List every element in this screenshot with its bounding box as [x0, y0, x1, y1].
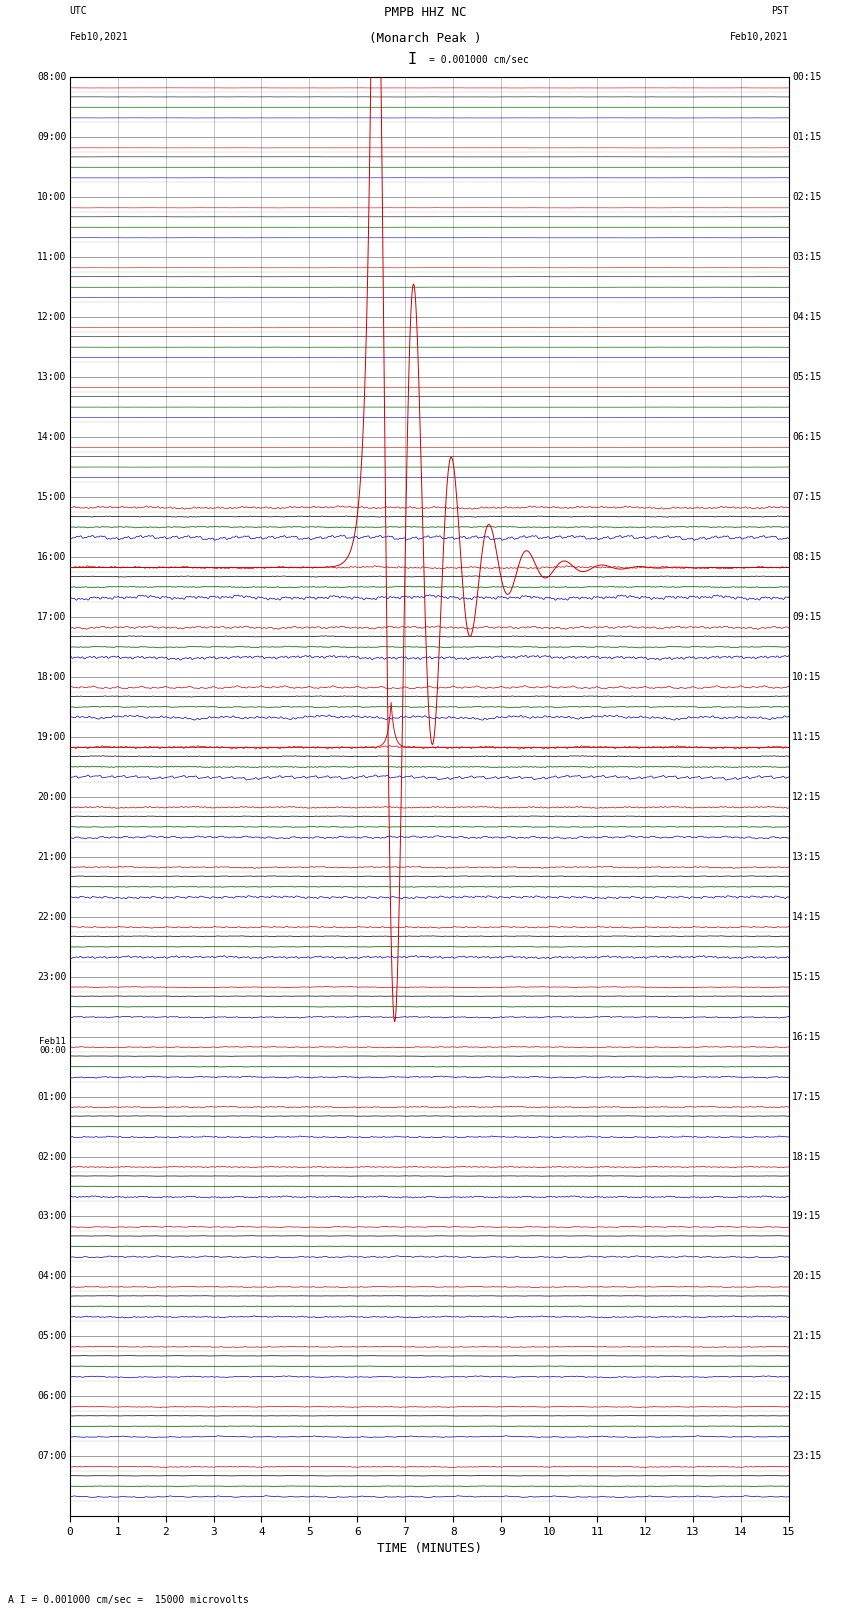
- Text: Feb10,2021: Feb10,2021: [70, 32, 128, 42]
- Text: 04:15: 04:15: [792, 313, 822, 323]
- Text: 01:15: 01:15: [792, 132, 822, 142]
- Text: 12:00: 12:00: [37, 313, 66, 323]
- Text: 22:00: 22:00: [37, 911, 66, 921]
- Text: 03:15: 03:15: [792, 252, 822, 263]
- Text: Feb11: Feb11: [39, 1037, 66, 1045]
- Text: 13:15: 13:15: [792, 852, 822, 861]
- Text: 08:00: 08:00: [37, 73, 66, 82]
- Text: 04:00: 04:00: [37, 1271, 66, 1281]
- Text: 18:00: 18:00: [37, 673, 66, 682]
- Text: 15:15: 15:15: [792, 971, 822, 982]
- Text: 07:00: 07:00: [37, 1452, 66, 1461]
- Text: 14:00: 14:00: [37, 432, 66, 442]
- Text: 09:15: 09:15: [792, 611, 822, 623]
- Text: PST: PST: [771, 6, 789, 16]
- Text: UTC: UTC: [70, 6, 88, 16]
- Text: PMPB HHZ NC: PMPB HHZ NC: [383, 6, 467, 19]
- Text: 20:15: 20:15: [792, 1271, 822, 1281]
- Text: 21:00: 21:00: [37, 852, 66, 861]
- Text: 10:15: 10:15: [792, 673, 822, 682]
- Text: 19:00: 19:00: [37, 732, 66, 742]
- Text: 05:00: 05:00: [37, 1331, 66, 1342]
- Text: 06:15: 06:15: [792, 432, 822, 442]
- Text: 13:00: 13:00: [37, 373, 66, 382]
- Text: 17:00: 17:00: [37, 611, 66, 623]
- Text: (Monarch Peak ): (Monarch Peak ): [369, 32, 481, 45]
- Text: 16:15: 16:15: [792, 1032, 822, 1042]
- Text: Feb10,2021: Feb10,2021: [730, 32, 789, 42]
- Text: 01:00: 01:00: [37, 1092, 66, 1102]
- Text: 18:15: 18:15: [792, 1152, 822, 1161]
- Text: 08:15: 08:15: [792, 552, 822, 561]
- Text: 09:00: 09:00: [37, 132, 66, 142]
- X-axis label: TIME (MINUTES): TIME (MINUTES): [377, 1542, 482, 1555]
- Text: 05:15: 05:15: [792, 373, 822, 382]
- Text: 19:15: 19:15: [792, 1211, 822, 1221]
- Text: 21:15: 21:15: [792, 1331, 822, 1342]
- Text: 23:15: 23:15: [792, 1452, 822, 1461]
- Text: 20:00: 20:00: [37, 792, 66, 802]
- Text: 14:15: 14:15: [792, 911, 822, 921]
- Text: 11:00: 11:00: [37, 252, 66, 263]
- Text: A I = 0.001000 cm/sec =  15000 microvolts: A I = 0.001000 cm/sec = 15000 microvolts: [8, 1595, 249, 1605]
- Text: I: I: [408, 52, 416, 68]
- Text: 12:15: 12:15: [792, 792, 822, 802]
- Text: 16:00: 16:00: [37, 552, 66, 561]
- Text: 10:00: 10:00: [37, 192, 66, 202]
- Text: 03:00: 03:00: [37, 1211, 66, 1221]
- Text: 23:00: 23:00: [37, 971, 66, 982]
- Text: = 0.001000 cm/sec: = 0.001000 cm/sec: [429, 55, 529, 65]
- Text: 22:15: 22:15: [792, 1392, 822, 1402]
- Text: 07:15: 07:15: [792, 492, 822, 502]
- Text: 15:00: 15:00: [37, 492, 66, 502]
- Text: 00:15: 00:15: [792, 73, 822, 82]
- Text: 02:00: 02:00: [37, 1152, 66, 1161]
- Text: 11:15: 11:15: [792, 732, 822, 742]
- Text: 02:15: 02:15: [792, 192, 822, 202]
- Text: 17:15: 17:15: [792, 1092, 822, 1102]
- Text: 00:00: 00:00: [39, 1047, 66, 1055]
- Text: 06:00: 06:00: [37, 1392, 66, 1402]
